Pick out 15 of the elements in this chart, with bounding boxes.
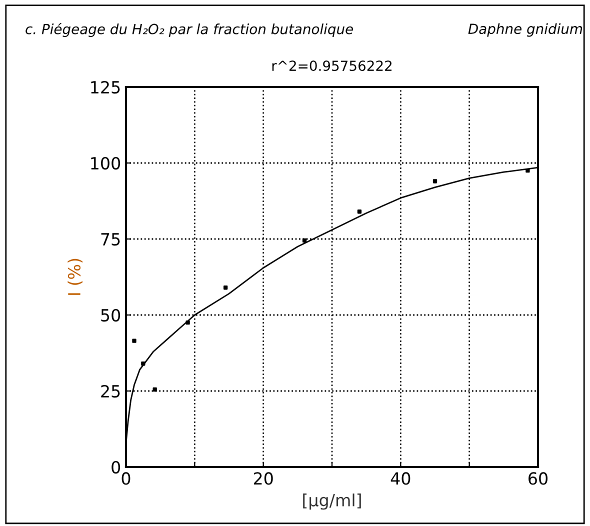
chart-title: c. Piégeage du H₂O₂ par la fraction butanolique <box>26 23 353 37</box>
x-axis-title: [µg/ml] <box>303 494 361 510</box>
y-tick-label: 50 <box>101 308 120 322</box>
y-axis-title: I (%) <box>68 258 83 295</box>
x-tick-label: 0 <box>122 472 130 485</box>
text: r^2=0.95756222 <box>272 60 392 72</box>
y-tick-label: 25 <box>101 384 120 398</box>
chart-subtitle: Daphne gnidium <box>468 23 582 37</box>
y-tick-label: 125 <box>91 80 120 94</box>
y-tick-label: 100 <box>91 156 120 170</box>
x-tick-label: 20 <box>254 472 273 485</box>
y-tick-label: 0 <box>112 460 120 474</box>
y-tick-label: 75 <box>101 233 120 246</box>
x-tick-label: 60 <box>528 472 548 485</box>
x-tick-label: 40 <box>390 472 410 485</box>
